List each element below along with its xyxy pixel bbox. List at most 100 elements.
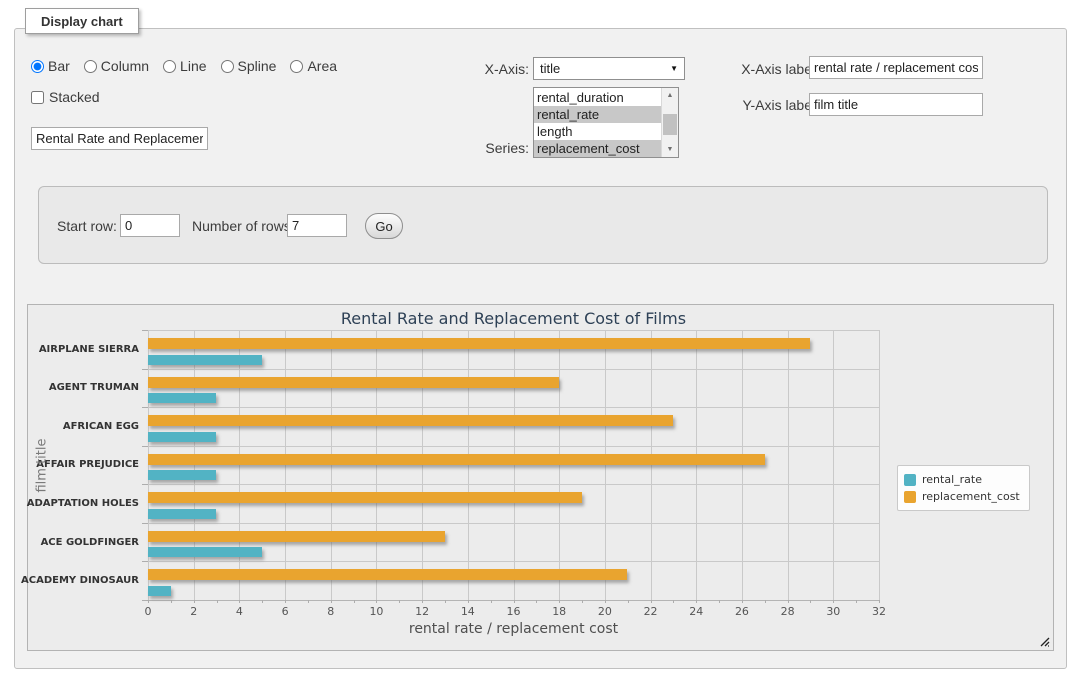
y-axis-tick [142,523,148,524]
grid-line-vertical [468,330,469,600]
grid-line-vertical [742,330,743,600]
x-axis-tick [491,600,492,603]
x-axis-tick [810,600,811,603]
chart-type-radio-column[interactable] [84,60,97,73]
x-axis-tick [719,600,720,603]
bar-replacement_cost[interactable] [148,454,765,465]
y-axis-title: film title [35,416,50,516]
series-option-length[interactable]: length [534,123,661,140]
chart-type-radio-line[interactable] [163,60,176,73]
grid-line-vertical [833,330,834,600]
x-axis-tick [171,600,172,603]
go-button[interactable]: Go [365,213,403,239]
x-tick-label: 16 [507,605,521,618]
bar-rental_rate[interactable] [148,586,171,596]
bar-rental_rate[interactable] [148,432,216,442]
y-axis-tick [142,369,148,370]
y-axis-tick [142,561,148,562]
bar-replacement_cost[interactable] [148,531,445,542]
x-tick-label: 8 [327,605,334,618]
category-label: AFRICAN EGG [63,407,139,446]
series-option-replacement_cost[interactable]: replacement_cost [534,140,661,157]
bar-replacement_cost[interactable] [148,338,810,349]
series-listbox[interactable]: rental_durationrental_ratelengthreplacem… [533,87,679,158]
grid-line-vertical [559,330,560,600]
x-tick-label: 24 [689,605,703,618]
x-axis-tick [788,600,789,603]
grid-line-vertical [376,330,377,600]
x-axis-tick [194,600,195,603]
chart-title: Rental Rate and Replacement Cost of Film… [148,309,879,328]
chart-legend: rental_rate replacement_cost [897,465,1030,511]
chart-type-option-bar: Bar [31,58,70,74]
chart-type-radio-group: BarColumnLineSplineArea [31,58,337,74]
grid-line-vertical [788,330,789,600]
grid-line-horizontal [148,369,879,370]
bar-rental_rate[interactable] [148,393,216,403]
x-tick-label: 12 [415,605,429,618]
grid-line-horizontal [148,330,879,331]
x-axis-label-label: X-Axis label: [715,61,819,77]
grid-line-horizontal [148,446,879,447]
x-axis-tick [514,600,515,603]
chart-type-radio-area[interactable] [290,60,303,73]
x-axis-tick [696,600,697,603]
x-axis-tick [605,600,606,603]
y-axis-label-input[interactable] [809,93,983,116]
x-axis-tick [262,600,263,603]
x-axis-tick [422,600,423,603]
bar-rental_rate[interactable] [148,547,262,557]
series-option-rental_rate[interactable]: rental_rate [534,106,661,123]
chart-type-radio-bar[interactable] [31,60,44,73]
x-axis-selected-value: title [540,61,670,76]
y-axis-tick [142,484,148,485]
x-axis-tick [239,600,240,603]
stacked-checkbox[interactable] [31,91,44,104]
row-range-panel: Start row: Number of rows: Go [38,186,1048,264]
x-axis-label-input[interactable] [809,56,983,79]
chart-type-radio-label: Bar [48,58,70,74]
scrollbar[interactable]: ▲ ▼ [661,88,678,157]
x-axis-select[interactable]: title ▼ [533,57,685,80]
display-chart-panel: BarColumnLineSplineArea Stacked X-Axis: … [14,28,1067,669]
x-tick-label: 18 [552,605,566,618]
scrollbar-down-button[interactable]: ▼ [662,142,678,157]
x-tick-label: 0 [145,605,152,618]
scrollbar-up-button[interactable]: ▲ [662,88,678,103]
bar-rental_rate[interactable] [148,355,262,365]
grid-line-vertical [696,330,697,600]
x-axis-tick [651,600,652,603]
bar-replacement_cost[interactable] [148,492,582,503]
legend-label: replacement_cost [922,490,1020,503]
x-axis-tick [308,600,309,603]
bar-replacement_cost[interactable] [148,377,559,388]
bar-rental_rate[interactable] [148,509,216,519]
chart-type-radio-label: Column [101,58,149,74]
chart-type-option-area: Area [290,58,337,74]
bar-rental_rate[interactable] [148,470,216,480]
legend-item-replacement_cost[interactable]: replacement_cost [904,488,1020,505]
start-row-input[interactable] [120,214,180,237]
legend-swatch [904,491,916,503]
resize-handle-icon[interactable] [1040,637,1050,647]
bar-replacement_cost[interactable] [148,569,627,580]
chevron-down-icon: ▼ [670,64,678,73]
grid-line-vertical [331,330,332,600]
grid-line-vertical [879,330,880,600]
chart-type-option-spline: Spline [221,58,277,74]
x-axis-field-label: X-Axis: [435,61,529,77]
chart-title-input[interactable] [31,127,208,150]
legend-item-rental_rate[interactable]: rental_rate [904,471,1020,488]
chart-type-radio-label: Area [307,58,337,74]
series-field-label: Series: [435,140,529,156]
category-label: ACE GOLDFINGER [41,523,139,562]
x-axis-tick [285,600,286,603]
bar-replacement_cost[interactable] [148,415,673,426]
number-of-rows-input[interactable] [287,214,347,237]
scrollbar-thumb[interactable] [663,114,677,135]
chart-type-radio-spline[interactable] [221,60,234,73]
grid-line-vertical [285,330,286,600]
x-axis-tick [765,600,766,603]
series-option-rental_duration[interactable]: rental_duration [534,89,661,106]
stacked-option: Stacked [31,89,100,105]
